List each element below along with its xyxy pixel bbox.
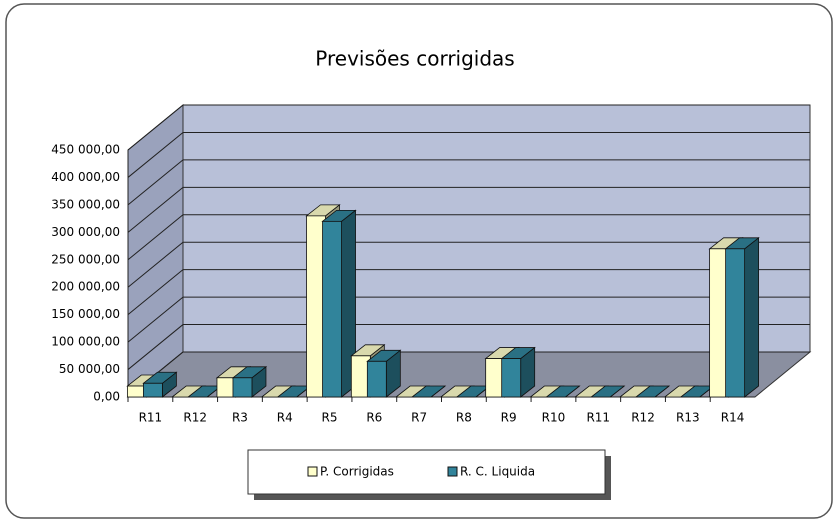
x-tick-label: R9 bbox=[501, 411, 517, 425]
bar-side bbox=[744, 236, 760, 398]
bar bbox=[142, 382, 163, 398]
grid-line bbox=[127, 186, 810, 233]
bar-top bbox=[545, 385, 581, 398]
x-tick-label: R4 bbox=[277, 411, 293, 425]
grid-line bbox=[127, 241, 810, 288]
x-tick-label: R11 bbox=[586, 411, 610, 425]
bar-top bbox=[590, 385, 626, 398]
legend bbox=[247, 449, 606, 495]
y-tick-label: 350 000,00 bbox=[51, 197, 120, 211]
grid-line bbox=[127, 104, 810, 151]
bar-top bbox=[410, 385, 447, 398]
side-wall bbox=[127, 103, 184, 399]
bar bbox=[232, 377, 253, 398]
y-tick-label: 150 000,00 bbox=[51, 307, 120, 321]
bar bbox=[501, 358, 522, 398]
x-tick-label: R7 bbox=[411, 411, 427, 425]
y-tick-label: 300 000,00 bbox=[51, 225, 120, 239]
legend-label: R. C. Liquida bbox=[460, 465, 535, 479]
grid-line bbox=[127, 296, 810, 343]
x-tick-label: R12 bbox=[183, 411, 207, 425]
x-tick-label: R12 bbox=[631, 411, 655, 425]
bar-top bbox=[634, 385, 671, 398]
y-tick-label: 200 000,00 bbox=[51, 280, 120, 294]
y-tick-label: 50 000,00 bbox=[59, 362, 120, 376]
bar bbox=[725, 248, 746, 398]
y-tick-label: 0,00 bbox=[93, 390, 120, 404]
y-tick-label: 250 000,00 bbox=[51, 252, 120, 266]
grid-line bbox=[127, 324, 810, 370]
x-tick-label: R14 bbox=[721, 411, 745, 425]
legend-swatch bbox=[307, 466, 318, 477]
y-tick-label: 450 000,00 bbox=[51, 143, 120, 157]
legend-label: P. Corrigidas bbox=[320, 465, 394, 479]
grid-line bbox=[127, 131, 810, 178]
y-tick-label: 100 000,00 bbox=[51, 335, 120, 349]
y-tick-label: 400 000,00 bbox=[51, 170, 120, 184]
x-tick-label: R5 bbox=[322, 411, 338, 425]
chart-title: Previsões corrigidas bbox=[315, 47, 514, 71]
x-tick-label: R8 bbox=[456, 411, 472, 425]
x-tick-label: R11 bbox=[139, 411, 163, 425]
legend-swatch bbox=[447, 466, 458, 477]
x-tick-label: R6 bbox=[366, 411, 382, 425]
grid-line bbox=[127, 159, 810, 206]
grid-line bbox=[127, 214, 810, 261]
x-tick-label: R3 bbox=[232, 411, 248, 425]
x-tick-label: R13 bbox=[676, 411, 700, 425]
bar bbox=[322, 220, 342, 398]
x-tick-label: R10 bbox=[542, 411, 566, 425]
grid-line bbox=[127, 269, 810, 316]
bar bbox=[366, 360, 387, 398]
